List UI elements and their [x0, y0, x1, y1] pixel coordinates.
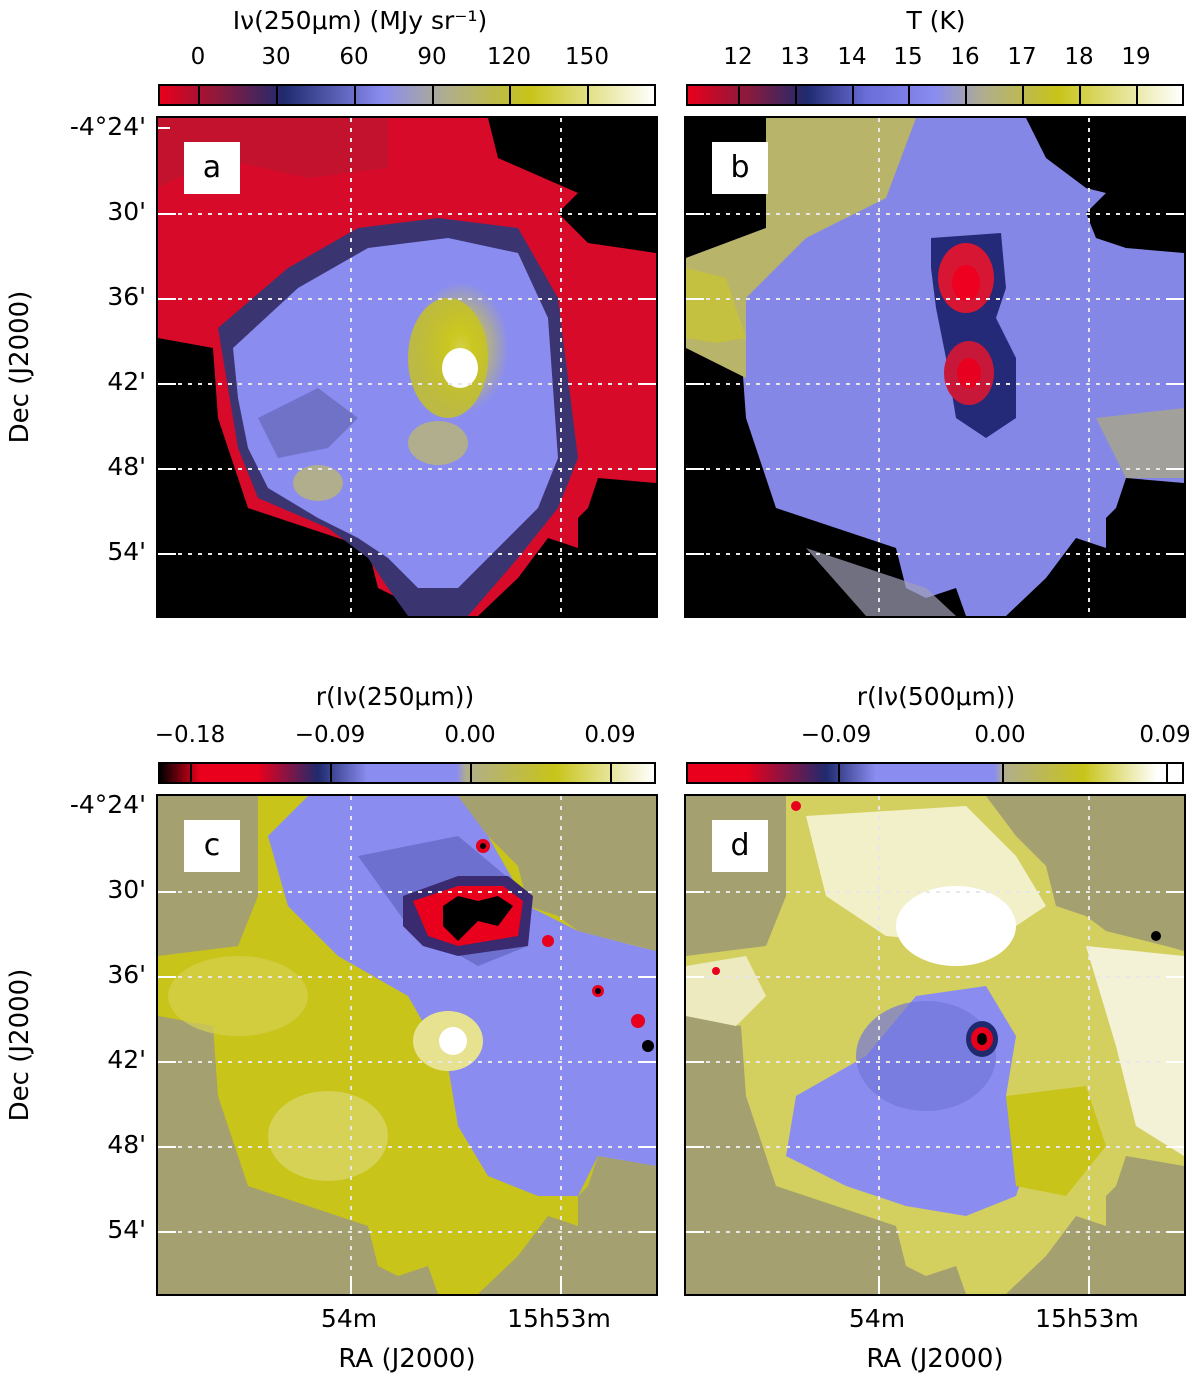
- panel-c-letter: c: [184, 820, 240, 872]
- dec-tick-label: 48': [107, 1130, 146, 1159]
- panel-b-image: [686, 118, 1184, 616]
- ra-tick-label: 54m: [320, 1304, 378, 1333]
- panel-c-image: [158, 796, 656, 1294]
- panel-d-letter: d: [712, 820, 768, 872]
- y-axis-title-bottom: Dec (J2000): [5, 968, 35, 1122]
- dec-tick-label: 54': [107, 537, 146, 566]
- dec-tick-label: 54': [107, 1215, 146, 1244]
- colorbar-a-gradient: [158, 84, 656, 106]
- ra-tick-label: 15h53m: [1035, 1304, 1139, 1333]
- colorbar-b-tick-label: 17: [1007, 44, 1037, 70]
- colorbar-c-tick-label: 0.00: [444, 722, 496, 748]
- panel-b-letter: b: [712, 142, 768, 194]
- x-axis-title-right: RA (J2000): [866, 1344, 1004, 1374]
- dec-tick-label: 30': [107, 197, 146, 226]
- panel-c-map: c: [156, 794, 658, 1296]
- colorbar-d-title: r(Iν(500μm)): [856, 682, 1016, 711]
- colorbar-a-tick-label: 150: [565, 44, 609, 70]
- colorbar-a-tick-label: 90: [417, 44, 447, 70]
- colorbar-c-title: r(Iν(250μm)): [315, 682, 475, 711]
- colorbar-b-gradient: [686, 84, 1184, 106]
- ra-tick-label: 54m: [848, 1304, 906, 1333]
- colorbar-a-tick-label: 0: [190, 44, 206, 70]
- colorbar-c-tick-label: −0.18: [154, 722, 226, 748]
- colorbar-b-tick-label: 13: [780, 44, 810, 70]
- dec-tick-label: -4°24': [69, 790, 146, 819]
- colorbar-a-title: Iν(250μm) (MJy sr⁻¹): [232, 6, 488, 35]
- colorbar-a-tick-label: 30: [261, 44, 291, 70]
- panel-a-map: a: [156, 116, 658, 618]
- colorbar-d-tick-label: 0.00: [974, 722, 1026, 748]
- dec-tick-label: 36': [107, 960, 146, 989]
- colorbar-c-tick-label: 0.09: [584, 722, 636, 748]
- colorbar-b-tick-label: 16: [950, 44, 980, 70]
- colorbar-b-tick-label: 18: [1064, 44, 1094, 70]
- dec-tick-label: 30': [107, 875, 146, 904]
- panel-a-image: [158, 118, 656, 616]
- dec-tick-label: 48': [107, 452, 146, 481]
- dec-tick-label: 36': [107, 282, 146, 311]
- colorbar-c-tick-label: −0.09: [294, 722, 366, 748]
- x-axis-title-left: RA (J2000): [338, 1344, 476, 1374]
- colorbar-a-tick-label: 60: [339, 44, 369, 70]
- dec-tick-label: 42': [107, 1045, 146, 1074]
- panel-d-image: [686, 796, 1184, 1294]
- colorbar-c-gradient: [158, 762, 656, 784]
- colorbar-b-title: T (K): [906, 6, 966, 35]
- colorbar-b-tick-label: 14: [837, 44, 867, 70]
- panel-d-map: d: [684, 794, 1186, 1296]
- y-axis-title-top: Dec (J2000): [5, 290, 35, 444]
- colorbar-d-tick-label: 0.09: [1139, 722, 1191, 748]
- ra-tick-label: 15h53m: [507, 1304, 611, 1333]
- colorbar-b-tick-label: 19: [1121, 44, 1151, 70]
- panel-b-map: b: [684, 116, 1186, 618]
- colorbar-b-tick-label: 15: [893, 44, 923, 70]
- panel-a-letter: a: [184, 142, 240, 194]
- colorbar-d-gradient: [686, 762, 1184, 784]
- colorbar-a-tick-label: 120: [487, 44, 531, 70]
- colorbar-b-tick-label: 12: [723, 44, 753, 70]
- dec-tick-label: -4°24': [69, 112, 146, 141]
- dec-tick-label: 42': [107, 367, 146, 396]
- colorbar-d-tick-label: −0.09: [800, 722, 872, 748]
